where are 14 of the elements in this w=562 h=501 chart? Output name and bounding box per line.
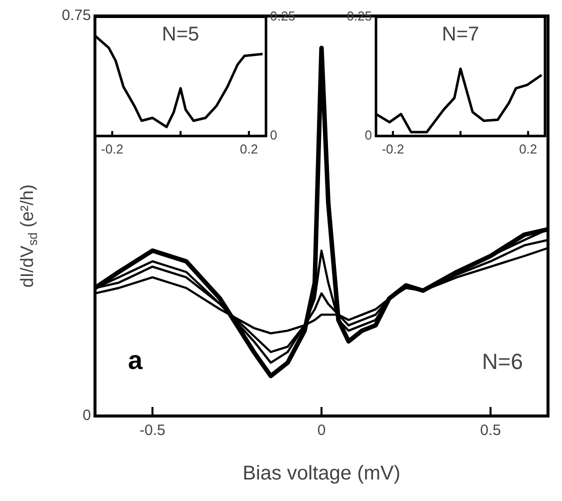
annotation: a: [128, 345, 143, 375]
x-tick-label: 0: [317, 422, 326, 440]
y-axis-title: dI/dVsd (e²/h): [16, 184, 40, 288]
x-tick-label: -0.2: [100, 141, 124, 156]
annotation: N=6: [482, 349, 523, 374]
x-tick-label: -0.2: [382, 141, 404, 156]
chart-title: N=7: [442, 23, 480, 46]
y-tick-label: 0.75: [62, 7, 91, 24]
chart-title: N=5: [162, 23, 200, 46]
x-tick-label: 0.5: [480, 422, 501, 440]
x-tick-label: 0.2: [240, 141, 258, 156]
x-tick-label: -0.5: [140, 422, 166, 440]
x-axis-title: Bias voltage (mV): [242, 462, 400, 485]
x-tick-label: 0.2: [519, 141, 538, 156]
